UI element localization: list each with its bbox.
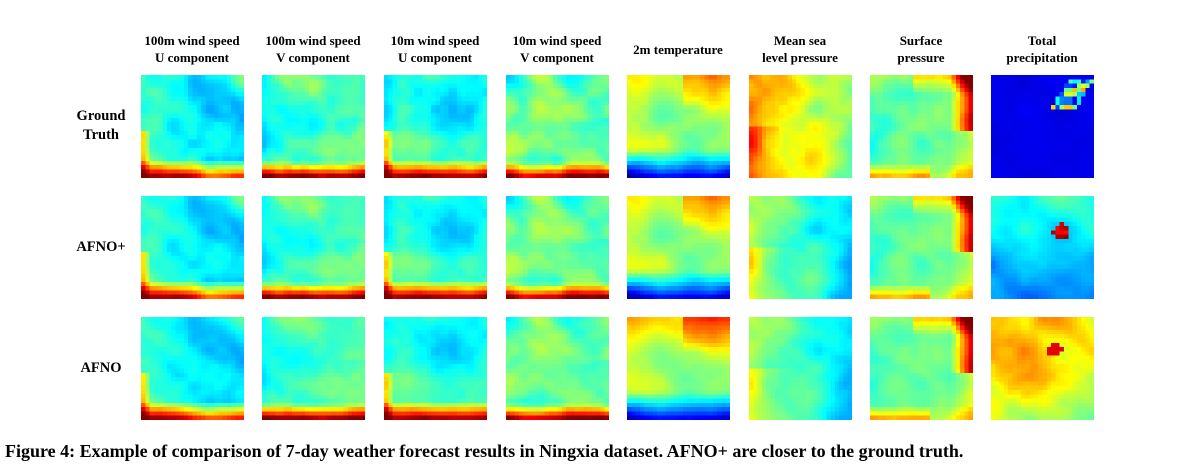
heatmap-panel (749, 196, 852, 299)
heatmap-panel (749, 317, 852, 420)
heatmap-panel (627, 75, 730, 178)
heatmap-panel (506, 75, 609, 178)
heatmap-panel (749, 75, 852, 178)
heatmap-panel (870, 317, 973, 420)
heatmap-panel (262, 196, 365, 299)
row-label: AFNO+ (76, 239, 126, 255)
row-label: Ground Truth (76, 108, 126, 143)
column-header: 2m temperature (633, 42, 723, 57)
heatmap-panel (384, 317, 487, 420)
heatmap-panel (141, 317, 244, 420)
heatmap-panel (262, 317, 365, 420)
heatmap-panel (627, 317, 730, 420)
column-header: Total precipitation (1006, 33, 1078, 65)
column-header: 100m wind speed U component (144, 33, 240, 65)
heatmap-panel (506, 317, 609, 420)
row-label: AFNO (80, 360, 122, 376)
column-header: Surface pressure (897, 33, 945, 65)
column-header: 10m wind speed V component (512, 33, 602, 65)
heatmap-panel (870, 196, 973, 299)
heatmap-panel (141, 196, 244, 299)
heatmap-panel (506, 196, 609, 299)
column-header: 10m wind speed U component (390, 33, 480, 65)
heatmap-panel (991, 196, 1094, 299)
heatmap-panel (991, 317, 1094, 420)
column-header: Mean sea level pressure (762, 33, 838, 65)
heatmap-panel (141, 75, 244, 178)
heatmap-panel (262, 75, 365, 178)
figure-caption: Figure 4: Example of comparison of 7-day… (5, 441, 964, 461)
column-header: 100m wind speed V component (265, 33, 361, 65)
heatmap-panel (991, 75, 1094, 178)
heatmap-panel (384, 75, 487, 178)
heatmap-panel (384, 196, 487, 299)
heatmap-panel (627, 196, 730, 299)
heatmap-panel (870, 75, 973, 178)
